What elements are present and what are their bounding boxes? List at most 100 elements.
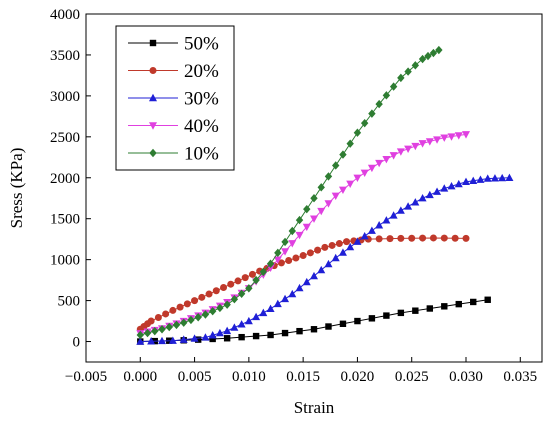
series-20pct [136, 234, 470, 333]
data-point [462, 177, 470, 186]
data-point [498, 173, 507, 182]
data-point [454, 132, 463, 140]
data-point [470, 298, 477, 306]
y-tick-label: 1000 [50, 253, 80, 269]
data-point [404, 202, 413, 210]
data-point [396, 148, 405, 156]
y-tick-label: 1500 [50, 212, 80, 228]
legend-item: 50% [128, 34, 219, 55]
data-point [208, 331, 217, 339]
legend-item: 20% [128, 61, 219, 82]
data-point [360, 118, 369, 128]
data-point [325, 323, 332, 330]
y-tick-label: 0 [73, 335, 81, 351]
data-point [274, 248, 282, 258]
data-point [281, 248, 290, 256]
y-tick-label: 2500 [50, 130, 80, 146]
data-point [295, 283, 304, 292]
y-tick-label: 3000 [50, 89, 80, 105]
data-point [302, 223, 311, 232]
data-point [447, 182, 456, 190]
data-point [383, 312, 390, 319]
data-point [440, 134, 449, 142]
legend-item: 40% [128, 116, 219, 137]
data-point [375, 99, 383, 109]
data-point [386, 235, 394, 243]
data-point [367, 226, 376, 234]
data-point [353, 128, 362, 137]
data-point [440, 234, 448, 242]
legend-label: 10% [184, 144, 219, 165]
data-point [281, 329, 289, 337]
data-point [194, 336, 202, 343]
data-point [317, 207, 326, 216]
data-point [201, 310, 210, 319]
legend-label: 50% [184, 34, 219, 55]
legend-label: 20% [184, 61, 219, 82]
data-point [147, 317, 155, 325]
data-point [230, 323, 239, 331]
data-point [353, 174, 362, 182]
data-point [310, 326, 318, 333]
data-point [183, 300, 191, 308]
data-point [223, 326, 232, 335]
data-point [292, 254, 300, 262]
legend-item: 30% [128, 89, 219, 110]
data-point [382, 216, 391, 224]
data-point [266, 304, 275, 312]
data-point [441, 303, 448, 310]
data-point [295, 215, 304, 225]
data-point [426, 305, 434, 312]
series-line [140, 133, 467, 334]
data-point [273, 256, 282, 264]
data-point [418, 54, 427, 64]
data-point [346, 180, 355, 188]
data-point [216, 303, 224, 313]
x-tick-label: 0.035 [503, 369, 537, 385]
data-point [136, 337, 145, 345]
data-point [389, 211, 398, 219]
x-tick-label: 0.015 [286, 369, 320, 385]
data-point [288, 289, 297, 298]
x-axis-ticks: −0.005 0.000 0.005 0.010 0.015 0.020 0.025 0.03… [65, 357, 537, 385]
data-point [382, 91, 391, 100]
y-tick-label: 3500 [50, 48, 80, 64]
data-point [151, 326, 159, 336]
data-point [462, 234, 470, 242]
data-point [158, 325, 166, 334]
legend: 50% 20% 30% 40% 10% [115, 25, 235, 171]
data-point [220, 283, 228, 291]
data-point [418, 140, 427, 148]
y-tick-label: 500 [58, 294, 81, 310]
data-point [462, 131, 470, 139]
data-point [397, 309, 405, 317]
data-point [223, 335, 231, 342]
data-point [335, 240, 343, 248]
data-point [411, 61, 420, 70]
data-point [285, 256, 293, 264]
data-point [451, 234, 459, 242]
data-point [201, 333, 210, 341]
data-point [248, 270, 256, 278]
data-point [273, 299, 282, 308]
legend-label: 40% [184, 116, 219, 137]
data-point [476, 175, 485, 183]
data-point [147, 337, 156, 345]
data-point [412, 307, 419, 314]
data-point [339, 150, 347, 159]
data-point [303, 204, 311, 214]
data-point [331, 253, 340, 262]
data-point [367, 164, 376, 173]
data-point [389, 152, 398, 160]
data-point [375, 221, 384, 229]
data-point [396, 206, 405, 214]
data-point [433, 187, 442, 195]
data-point [234, 277, 242, 285]
data-point [227, 280, 235, 288]
x-tick-label: 0.030 [449, 369, 483, 385]
data-point [360, 169, 369, 178]
data-point [136, 330, 144, 340]
data-point [223, 300, 231, 309]
data-point [505, 173, 514, 181]
data-point [338, 248, 347, 256]
